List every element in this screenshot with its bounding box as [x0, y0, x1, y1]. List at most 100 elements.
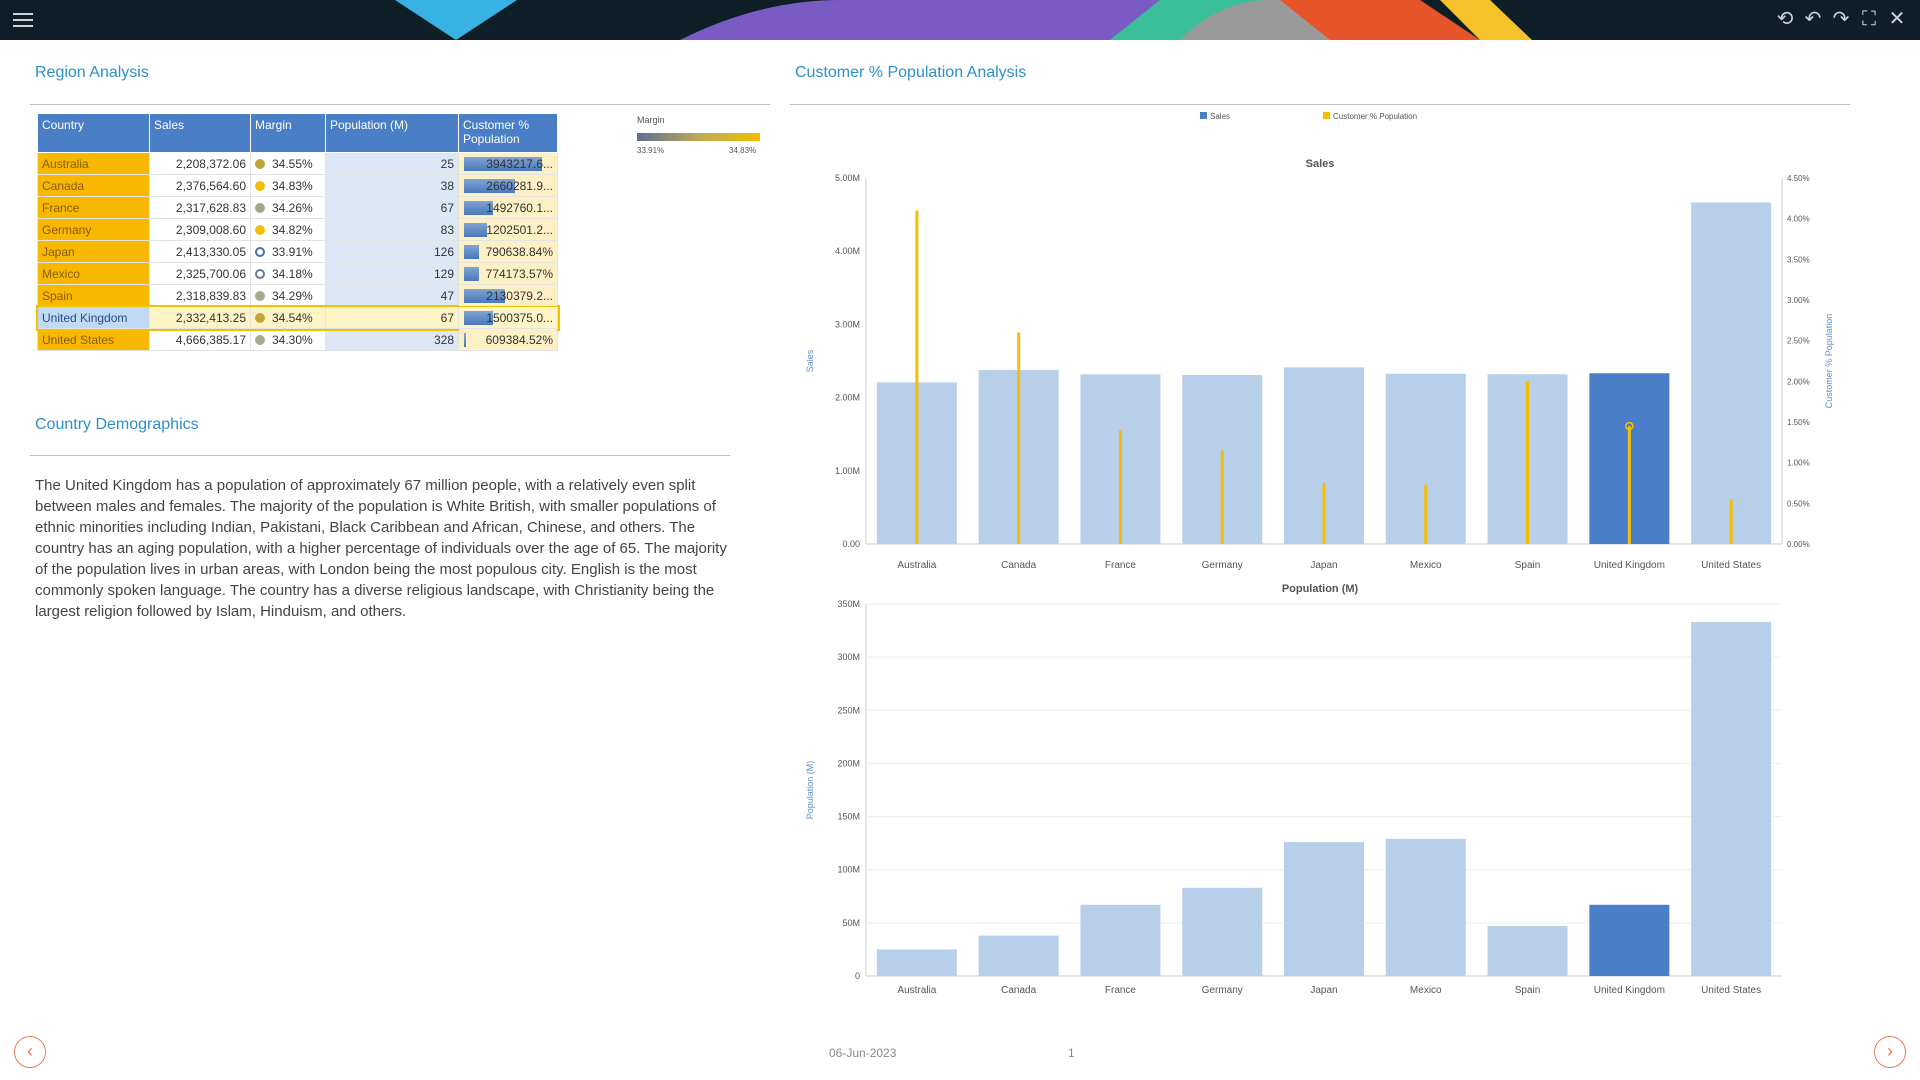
customer-pct-value: 3943217.6... [486, 156, 553, 171]
bar-population[interactable] [978, 935, 1059, 976]
legend-swatch-sales [1200, 112, 1207, 119]
cell-customer-pct: 3943217.6... [458, 152, 558, 175]
selected-point-marker [1625, 421, 1634, 431]
bar-sales[interactable] [1691, 202, 1772, 545]
bar-population[interactable] [876, 949, 957, 976]
cell-margin: 34.18% [250, 262, 326, 285]
y-tick-label: 250M [837, 705, 860, 715]
refresh-icon[interactable]: ⟲ [1776, 8, 1794, 30]
x-tick-label: Canada [1001, 985, 1036, 996]
bar-population[interactable] [1589, 904, 1670, 976]
y-tick-label: 100M [837, 865, 860, 875]
chart-title-sales: Sales [1306, 158, 1335, 170]
bar-population[interactable] [1385, 838, 1466, 976]
bar-population[interactable] [1487, 926, 1568, 976]
cell-country[interactable]: Australia [37, 152, 150, 175]
table-row[interactable]: United Kingdom 2,332,413.25 34.54% 67 150037… [35, 304, 560, 331]
y-right-tick-label: 4.50% [1787, 174, 1810, 183]
cell-country[interactable]: United States [37, 328, 150, 351]
x-tick-label: Australia [897, 560, 936, 571]
margin-value: 34.55% [272, 156, 313, 171]
hamburger-menu-icon[interactable] [13, 9, 33, 29]
cell-country[interactable]: France [37, 196, 150, 219]
x-tick-label: Mexico [1410, 560, 1442, 571]
x-tick-label: United Kingdom [1594, 985, 1665, 996]
column-header-margin[interactable]: Margin [250, 113, 326, 153]
margin-value: 34.26% [272, 200, 313, 215]
cell-margin: 34.29% [250, 284, 326, 307]
cell-country[interactable]: Germany [37, 218, 150, 241]
table-row[interactable]: Spain 2,318,839.83 34.29% 47 2130379.2... [37, 284, 558, 307]
y-tick-label: 350M [837, 599, 860, 609]
fullscreen-icon[interactable]: ⛶ [1862, 8, 1876, 30]
cell-population: 129 [325, 262, 459, 285]
cell-customer-pct: 1202501.2... [458, 218, 558, 241]
customer-pct-value: 2660281.9... [486, 178, 553, 193]
region-table: Country Sales Margin Population (M) Cust… [35, 113, 560, 351]
y-right-tick-label: 1.00% [1787, 459, 1810, 468]
customer-pct-value: 1492760.1... [486, 200, 553, 215]
cell-margin: 34.30% [250, 328, 326, 351]
customer-pct-value: 609384.52% [485, 332, 553, 347]
cell-sales: 2,325,700.06 [149, 262, 251, 285]
divider [790, 104, 1850, 105]
margin-indicator-icon [255, 268, 265, 279]
top-bar: ⟲ ↶ ↷ ⛶ ✕ [0, 0, 1920, 40]
column-header-population[interactable]: Population (M) [325, 113, 459, 153]
footer-date: 06-Jun-2023 [829, 1046, 897, 1060]
customer-pct-value: 790638.84% [485, 244, 553, 259]
table-row[interactable]: France 2,317,628.83 34.26% 67 1492760.1... [37, 196, 558, 219]
bar-population[interactable] [1182, 887, 1263, 976]
cell-sales: 2,332,413.25 [149, 306, 251, 329]
y-tick-label: 2.00M [835, 393, 860, 403]
bar-population[interactable] [1080, 904, 1161, 976]
undo-icon[interactable]: ↶ [1804, 8, 1822, 30]
margin-value: 34.54% [272, 310, 313, 325]
table-row[interactable]: Germany 2,309,008.60 34.82% 83 1202501.2... [37, 218, 558, 241]
customer-pct-bar [464, 201, 493, 215]
footer-page-number: 1 [1068, 1046, 1075, 1060]
cell-country[interactable]: Japan [37, 240, 150, 263]
cell-customer-pct: 2660281.9... [458, 174, 558, 197]
cell-margin: 33.91% [250, 240, 326, 263]
y-tick-label: 150M [837, 812, 860, 822]
table-row[interactable]: United States 4,666,385.17 34.30% 328 609384… [37, 328, 558, 351]
column-header-sales[interactable]: Sales [149, 113, 251, 153]
cell-country[interactable]: Canada [37, 174, 150, 197]
y-right-tick-label: 2.50% [1787, 337, 1810, 346]
customer-pct-value: 1202501.2... [486, 222, 553, 237]
y-right-tick-label: 0.50% [1787, 499, 1810, 508]
customer-pct-bar [464, 289, 505, 303]
cell-sales: 2,317,628.83 [149, 196, 251, 219]
margin-indicator-icon [255, 290, 265, 301]
y-axis-label-sales: Sales [805, 349, 815, 372]
close-icon[interactable]: ✕ [1888, 8, 1906, 30]
customer-pct-bar [464, 223, 487, 237]
chevron-left-icon[interactable]: ‹ [14, 1036, 46, 1068]
cell-margin: 34.26% [250, 196, 326, 219]
bar-population[interactable] [1691, 622, 1772, 976]
cell-sales: 2,208,372.06 [149, 152, 251, 175]
margin-indicator-icon [255, 202, 265, 213]
column-header-country[interactable]: Country [37, 113, 150, 153]
x-tick-label: Canada [1001, 560, 1036, 571]
cell-population: 38 [325, 174, 459, 197]
column-header-customer-pct[interactable]: Customer % Population [458, 113, 558, 153]
customer-pct-bar [464, 333, 466, 347]
y-tick-label: 0.00 [842, 539, 860, 549]
redo-icon[interactable]: ↷ [1832, 8, 1850, 30]
cell-margin: 34.55% [250, 152, 326, 175]
x-tick-label: Japan [1310, 985, 1337, 996]
cell-country[interactable]: United Kingdom [37, 306, 150, 329]
margin-value: 34.82% [272, 222, 313, 237]
margin-indicator-icon [255, 180, 265, 191]
cell-population: 126 [325, 240, 459, 263]
legend-swatch-customer-pct [1323, 112, 1330, 119]
table-row[interactable]: Australia 2,208,372.06 34.55% 25 3943217.6..… [37, 152, 558, 175]
y-tick-label: 200M [837, 758, 860, 768]
table-row[interactable]: Canada 2,376,564.60 34.83% 38 2660281.9... [37, 174, 558, 197]
bar-population[interactable] [1284, 842, 1364, 976]
customer-pct-bar [464, 267, 479, 281]
chevron-right-icon[interactable]: › [1874, 1036, 1906, 1068]
y-tick-label: 3.00M [835, 319, 860, 329]
